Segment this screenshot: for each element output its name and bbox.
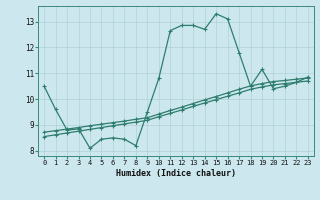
X-axis label: Humidex (Indice chaleur): Humidex (Indice chaleur): [116, 169, 236, 178]
